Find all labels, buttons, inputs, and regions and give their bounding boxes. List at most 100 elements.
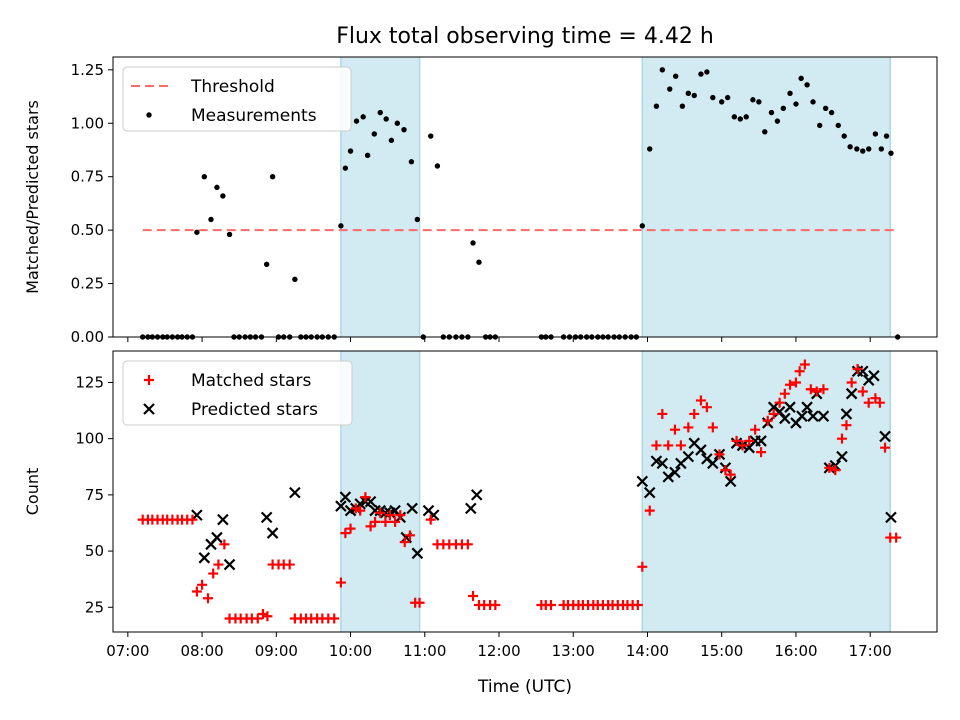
matched-star-point bbox=[824, 462, 835, 473]
predicted-star-point bbox=[223, 558, 236, 571]
matched-star-point bbox=[841, 420, 852, 431]
x-tick-label: 16:00 bbox=[774, 642, 817, 660]
measurement-point bbox=[737, 116, 743, 122]
star-count-panel: 07:00 08:00 09:00 10:00 11:00 12:00 13:00 14:00… bbox=[23, 350, 938, 660]
matched-star-point bbox=[811, 386, 822, 397]
matched-star-point bbox=[874, 397, 885, 408]
predicted-star-point bbox=[885, 511, 897, 524]
matched-star-point bbox=[197, 579, 208, 590]
measurement-point bbox=[347, 148, 354, 154]
y-axis-label: Matched/Predicted stars bbox=[23, 100, 42, 294]
matched-star-point bbox=[774, 397, 785, 408]
predicted-star-point bbox=[211, 531, 223, 544]
matched-star-point bbox=[768, 408, 779, 419]
measurement-point bbox=[883, 133, 890, 139]
predicted-star-point bbox=[465, 502, 477, 515]
measurement-point bbox=[872, 131, 879, 137]
measurement-point bbox=[364, 152, 371, 159]
y-tick-label: 0.75 bbox=[71, 168, 104, 186]
matched-star-point bbox=[725, 469, 736, 480]
matched-star-point bbox=[846, 377, 857, 388]
predicted-star-point bbox=[198, 552, 211, 564]
matched-star-point bbox=[345, 523, 356, 534]
measurement-point bbox=[704, 69, 710, 75]
matched-star-point bbox=[852, 363, 863, 374]
measurement-point bbox=[774, 118, 781, 124]
matched-star-point bbox=[340, 528, 351, 539]
x-tick-label: 09:00 bbox=[255, 642, 298, 660]
matched-star-point bbox=[830, 465, 841, 476]
matched-star-point bbox=[790, 377, 801, 388]
matched-star-point bbox=[794, 366, 805, 377]
predicted-star-point bbox=[266, 527, 279, 539]
x-tick-label: 13:00 bbox=[552, 642, 595, 660]
predicted-star-point bbox=[840, 408, 853, 420]
measurement-point bbox=[822, 105, 829, 111]
y-tick-label: 1.00 bbox=[71, 114, 104, 132]
predicted-star-point bbox=[784, 401, 796, 413]
matched-star-point bbox=[891, 532, 902, 543]
y-tick-label: 75 bbox=[85, 486, 104, 504]
predicted-star-point bbox=[656, 457, 669, 470]
predicted-star-point bbox=[868, 369, 880, 382]
predicted-star-point bbox=[289, 486, 301, 499]
matched-star-point bbox=[252, 613, 263, 624]
y-tick-label: 0.00 bbox=[71, 328, 104, 346]
matched-star-point bbox=[701, 402, 712, 413]
measurement-point bbox=[659, 67, 666, 73]
matched-star-point bbox=[208, 568, 219, 579]
measurement-point bbox=[793, 101, 799, 107]
matched-star-point bbox=[355, 505, 366, 516]
matched-star-point bbox=[707, 422, 718, 433]
x-tick-label: 12:00 bbox=[477, 642, 520, 660]
matched-star-point bbox=[203, 593, 214, 604]
matched-star-point bbox=[663, 440, 674, 451]
matched-star-point bbox=[669, 424, 680, 435]
matched-star-point bbox=[651, 440, 662, 451]
matched-star-point bbox=[744, 435, 755, 446]
y-tick-label: 125 bbox=[75, 373, 104, 391]
matched-star-point bbox=[370, 516, 381, 527]
y-tick-label: 0.50 bbox=[71, 221, 104, 239]
measurement-point bbox=[841, 133, 847, 139]
plot-frame bbox=[112, 350, 938, 633]
x-tick-label: 08:00 bbox=[180, 642, 223, 660]
predicted-star-point bbox=[669, 466, 681, 479]
legend-measurement-swatch bbox=[146, 112, 152, 118]
observing-band bbox=[340, 351, 420, 632]
legend-label: Predicted stars bbox=[191, 400, 318, 420]
matched-star-point bbox=[414, 597, 425, 608]
measurement-point bbox=[679, 103, 686, 109]
measurement-point bbox=[756, 99, 762, 105]
matched-star-point bbox=[404, 530, 415, 541]
measurement-point bbox=[214, 184, 220, 191]
predicted-star-point bbox=[695, 444, 707, 456]
predicted-star-point bbox=[260, 511, 273, 524]
measurement-point bbox=[787, 90, 793, 97]
measurement-point bbox=[762, 129, 768, 135]
measurement-point bbox=[710, 94, 716, 101]
matched-star-point bbox=[785, 379, 796, 390]
predicted-star-point bbox=[636, 475, 649, 488]
measurement-point bbox=[828, 109, 835, 116]
measurement-point bbox=[847, 144, 853, 150]
predicted-star-point bbox=[364, 495, 377, 508]
matched-star-point bbox=[390, 516, 401, 527]
measurement-point bbox=[804, 82, 810, 88]
measurement-point bbox=[292, 276, 298, 282]
predicted-star-point bbox=[406, 502, 418, 515]
measurement-point bbox=[408, 159, 415, 165]
matched-star-point bbox=[329, 613, 340, 624]
measurement-point bbox=[653, 103, 660, 109]
measurement-point bbox=[866, 146, 872, 152]
legend-label: Matched stars bbox=[191, 371, 311, 391]
predicted-star-point bbox=[779, 412, 791, 425]
matched-star-point bbox=[468, 591, 479, 602]
x-tick-label: 07:00 bbox=[106, 642, 149, 660]
predicted-star-point bbox=[470, 489, 483, 501]
observing-band bbox=[642, 57, 891, 337]
predicted-star-point bbox=[411, 547, 424, 560]
matched-star-point bbox=[863, 397, 874, 408]
measurement-point bbox=[201, 173, 208, 180]
matched-star-point bbox=[213, 559, 224, 570]
